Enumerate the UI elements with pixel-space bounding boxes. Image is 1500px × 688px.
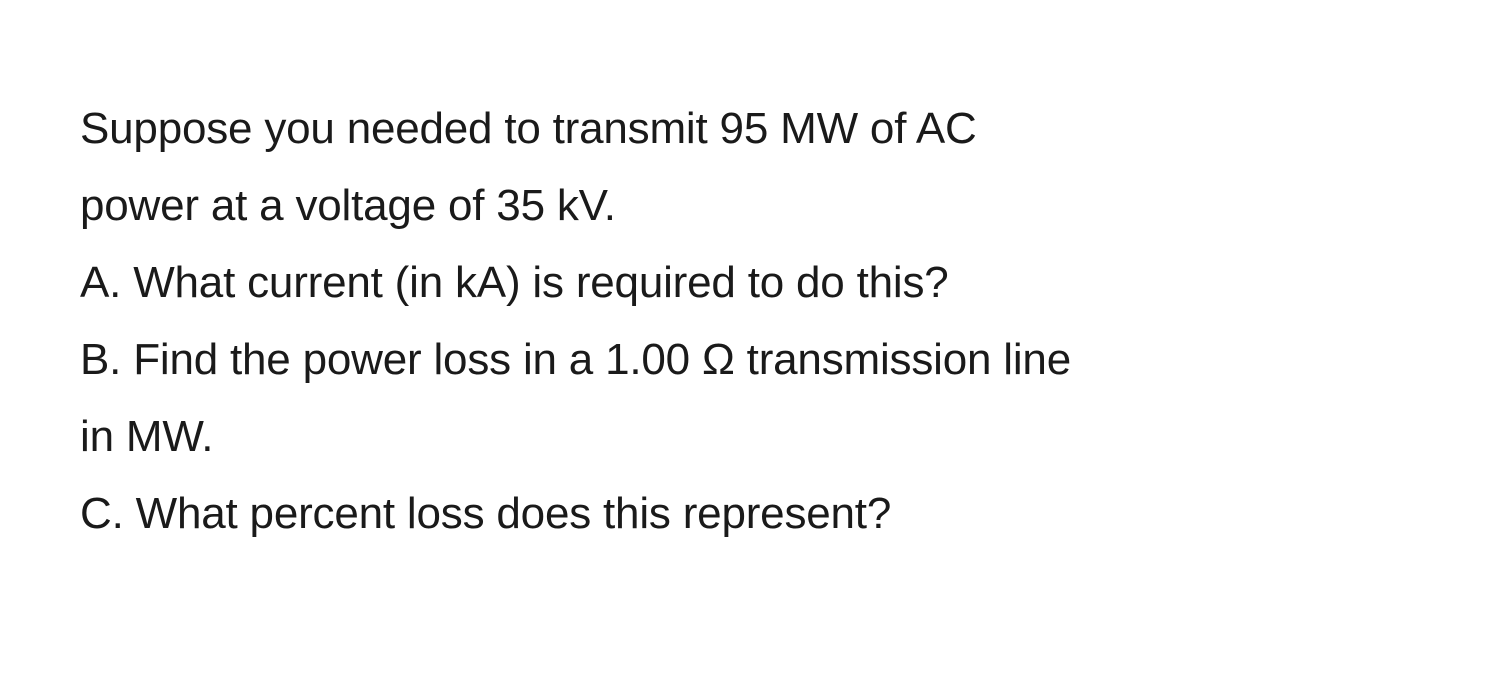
problem-intro-line1: Suppose you needed to transmit 95 MW of … <box>80 90 1420 167</box>
problem-part-b-line2: in MW. <box>80 398 1420 475</box>
problem-text-container: Suppose you needed to transmit 95 MW of … <box>80 90 1420 552</box>
problem-part-a: A. What current (in kA) is required to d… <box>80 244 1420 321</box>
problem-part-c: C. What percent loss does this represent… <box>80 475 1420 552</box>
problem-part-b-line1: B. Find the power loss in a 1.00 Ω trans… <box>80 321 1420 398</box>
problem-intro-line2: power at a voltage of 35 kV. <box>80 167 1420 244</box>
